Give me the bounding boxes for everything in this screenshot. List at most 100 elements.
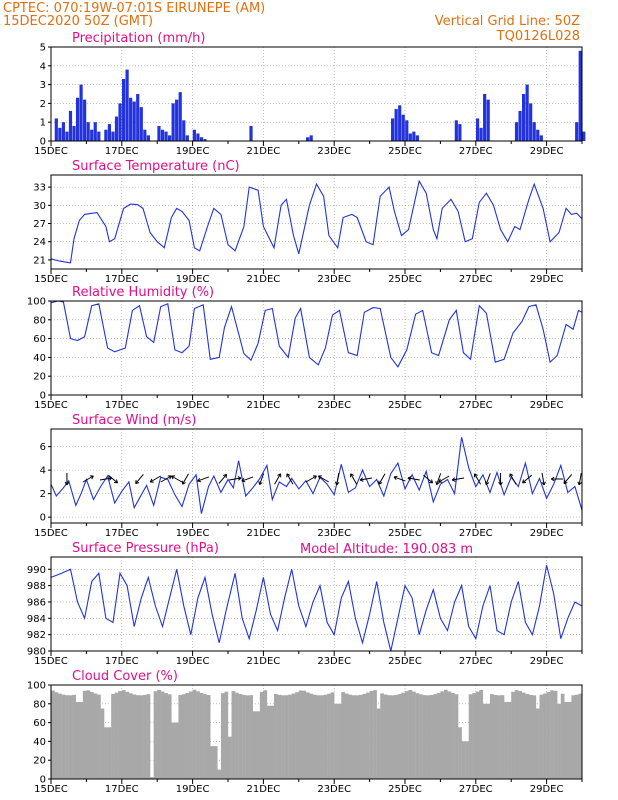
- wind-arrow-head: [359, 479, 364, 482]
- precip-bar: [175, 99, 179, 141]
- wind-arrow-head: [543, 481, 546, 486]
- cloud-bar: [228, 736, 232, 779]
- x-tick-label: 27DEC: [459, 400, 493, 411]
- wind-arrow-head: [393, 475, 398, 478]
- cloud-bar: [376, 708, 381, 779]
- y-tick-label: 3: [40, 80, 46, 91]
- precip-bar: [309, 135, 313, 141]
- precip-bar: [164, 131, 168, 141]
- wind-arrow-head: [182, 482, 186, 485]
- cloud-bar: [429, 695, 434, 779]
- cloud-bar: [539, 694, 544, 779]
- cloud-bar: [196, 691, 200, 779]
- cloud-bar: [111, 693, 115, 779]
- cloud-bar: [543, 693, 547, 779]
- x-tick-label: 15DEC: [34, 146, 68, 157]
- panel-frame: [50, 300, 583, 396]
- panel-wind: 0 2 4 6 15DEC 17DEC 19DEC 21DEC 23DEC 25DEC 27DEC 2…: [34, 413, 583, 539]
- wind-arrow-head: [522, 479, 525, 484]
- model-id: TQ0126L028: [496, 29, 580, 44]
- precip-bar: [575, 122, 579, 141]
- wind-arrow: [336, 473, 340, 485]
- precip-bar: [143, 129, 147, 141]
- cloud-bar: [104, 727, 108, 779]
- x-tick-label: 17DEC: [105, 656, 139, 667]
- cloud-bar: [178, 695, 183, 779]
- wind-arrow-head: [197, 480, 202, 483]
- cloud-bar: [249, 695, 253, 779]
- cloud-bar: [235, 692, 239, 779]
- x-tick-label: 23DEC: [317, 656, 351, 667]
- cloud-bar: [118, 691, 122, 779]
- cloud-bar: [507, 701, 512, 779]
- cloud-bar: [528, 694, 533, 779]
- cloud-bar: [426, 695, 430, 779]
- y-tick-label: 5: [40, 43, 46, 54]
- wind-arrow-head: [259, 482, 263, 486]
- wind-arrow-head: [578, 481, 582, 486]
- wind-arrow-head: [334, 481, 338, 486]
- cloud-bar: [461, 741, 466, 779]
- x-tick-label: 21DEC: [247, 528, 281, 539]
- x-tick-label: 29DEC: [530, 528, 564, 539]
- cloud-bar: [61, 694, 66, 779]
- y-tick-label: 980: [27, 647, 46, 658]
- vertical-grid-note: Vertical Grid Line: 50Z: [435, 14, 580, 29]
- y-tick-label: 100: [27, 681, 46, 692]
- precip-bar: [146, 135, 150, 141]
- precip-bar: [536, 129, 540, 141]
- x-tick-label: 29DEC: [530, 784, 564, 795]
- precip-bar: [514, 122, 519, 141]
- precip-bar: [111, 131, 115, 141]
- x-tick-label: 21DEC: [247, 784, 281, 795]
- wind-arrow: [522, 474, 533, 484]
- precip-bar: [61, 122, 65, 141]
- cloud-bar: [128, 693, 133, 779]
- cloud-bar: [203, 694, 207, 779]
- x-tick-label: 25DEC: [388, 528, 422, 539]
- cloud-bar: [284, 695, 289, 779]
- wind-arrow-head: [350, 473, 355, 476]
- wind-arrow-head: [452, 479, 456, 482]
- wind-arrow: [171, 475, 183, 483]
- cloud-bar: [493, 694, 498, 779]
- cloud-bar: [72, 694, 76, 779]
- y-tick-label: 982: [27, 630, 46, 641]
- cloud-bar: [164, 693, 169, 779]
- cloud-bar: [167, 694, 172, 779]
- cloud-bar: [320, 695, 324, 779]
- cloud-bar: [199, 692, 204, 779]
- y-tick-label: 40: [33, 353, 46, 364]
- cloud-bar: [401, 692, 406, 779]
- x-tick-label: 19DEC: [176, 146, 210, 157]
- cloud-bar: [256, 711, 261, 779]
- cloud-bar: [213, 746, 218, 779]
- cloud-bar: [500, 695, 505, 779]
- x-tick-label: 27DEC: [459, 146, 493, 157]
- model-altitude: Model Altitude: 190.083 m: [300, 542, 473, 557]
- cloud-bar: [274, 693, 278, 779]
- cloud-bar: [330, 692, 335, 779]
- x-tick-label: 19DEC: [176, 656, 210, 667]
- precip-bar: [475, 118, 480, 141]
- precip-bar: [521, 94, 526, 141]
- precip-bar: [125, 69, 129, 141]
- panel-frame: [50, 428, 583, 524]
- panels: 0 1 2 3 4 5 15DEC 17DEC 19DEC 21DEC 23DEC 25DEC 27DE…: [27, 31, 586, 795]
- cloud-bar: [206, 695, 211, 779]
- cloud-bar: [358, 694, 363, 779]
- pressure-line: [50, 565, 583, 652]
- wind-arrow-head: [314, 475, 317, 480]
- cloud-bar: [150, 777, 154, 779]
- y-tick-label: 24: [33, 237, 46, 248]
- panel-title: Surface Temperature (nC): [72, 159, 240, 174]
- cloud-bar: [220, 693, 225, 779]
- y-tick-label: 80: [33, 699, 46, 710]
- cloud-bar: [443, 689, 448, 779]
- panel-temperature: 21 24 27 30 33 15DEC 17DEC 19DEC 21DEC 23DEC 25DEC…: [33, 159, 583, 285]
- panel-pressure: 980 982 984 986 988 990 15DEC 17DEC 19DEC 21DEC 23…: [27, 541, 583, 667]
- wind-arrow-head: [238, 477, 242, 481]
- precip-bar: [171, 103, 175, 141]
- cloud-bar: [157, 689, 161, 779]
